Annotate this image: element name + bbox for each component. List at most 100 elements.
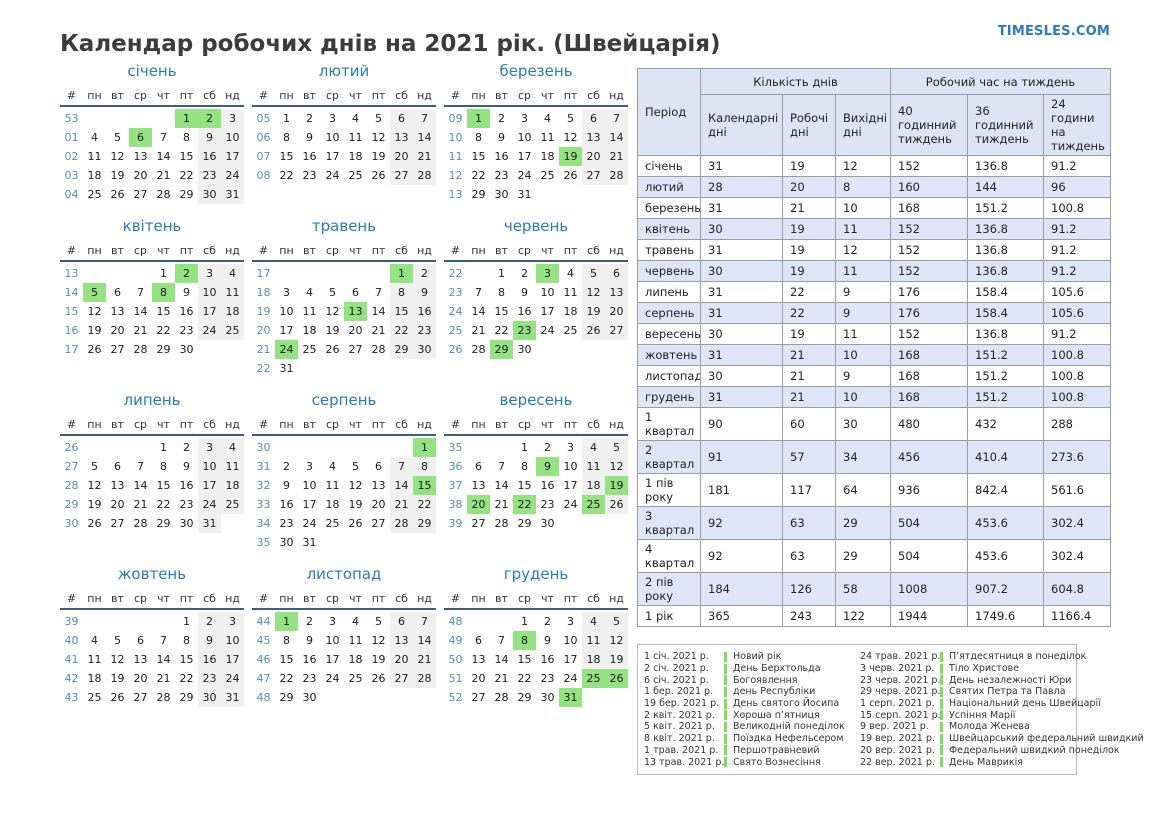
value-cell: 12 [835, 155, 891, 177]
day-cell: 9 [183, 460, 190, 473]
month-week-row: 22 31 [252, 359, 436, 378]
table-row: червень 30 19 11 152 136.8 91.2 [637, 260, 1111, 282]
weekday-header: сб [395, 418, 408, 431]
day-cell: 3 [567, 615, 574, 628]
weekday-header: чт [349, 89, 362, 102]
day-cell: 5 [567, 112, 574, 125]
day-cell: 6 [390, 109, 413, 128]
holidays-column: 24 трав. 2021 р. П’ятдесятниця в понеділо… [860, 651, 1144, 768]
period-cell: вересень [637, 323, 701, 345]
day-cell: 11 [348, 634, 363, 647]
day-cell: 13 [390, 128, 413, 147]
month-week-row: 40 4 5 6 7 8 9 10 [60, 631, 244, 650]
weekday-header: сб [587, 89, 600, 102]
holiday-name: Першотравневий [733, 744, 820, 756]
holiday-marker-icon [724, 675, 727, 686]
month-week-row: 14 5 6 7 8 9 10 11 [60, 283, 244, 302]
week-number: 25 [448, 324, 463, 337]
week-number: 26 [64, 441, 79, 454]
week-number: 38 [448, 498, 463, 511]
weekday-header: ср [517, 418, 532, 431]
value-cell: 453.6 [967, 506, 1044, 540]
day-cell: 22 [517, 672, 532, 685]
month-title: квітень [122, 217, 182, 235]
holiday-date: 1 бер. 2021 р. [644, 686, 714, 698]
day-cell: 15 [413, 476, 436, 495]
value-cell: 91.2 [1043, 218, 1111, 240]
day-cell: 29 [517, 517, 532, 530]
holiday-name: Богоявлення [733, 674, 798, 686]
day-cell: 22 [179, 672, 194, 685]
day-cell: 26 [605, 669, 628, 688]
month-week-row: 33 16 17 18 19 20 21 22 [252, 495, 436, 514]
day-cell: 13 [110, 305, 125, 318]
holiday-marker-icon [940, 710, 943, 721]
day-cell: 11 [325, 479, 340, 492]
col-header-36h-week: 36 годинний тиждень [967, 94, 1044, 156]
day-cell: 1 [175, 109, 198, 128]
day-cell: 3 [306, 460, 313, 473]
day-cell: 29 [179, 188, 194, 201]
weekday-header: # [258, 418, 269, 431]
day-cell: 31 [198, 514, 221, 533]
value-cell: 31 [700, 344, 783, 366]
day-cell: 5 [329, 286, 336, 299]
day-cell: 8 [152, 283, 175, 302]
value-cell: 19 [782, 323, 836, 345]
month-week-row: 18 3 4 5 6 7 8 9 [252, 283, 436, 302]
value-cell: 19 [782, 218, 836, 240]
week-number: 48 [256, 691, 271, 704]
holiday-name: Поїздка Нефельсером [733, 733, 844, 745]
month-week-row: 44 1 2 3 4 5 6 7 [252, 612, 436, 631]
holiday-marker-icon [940, 651, 943, 662]
day-cell: 11 [540, 131, 555, 144]
value-cell: 30 [835, 407, 891, 441]
day-cell: 2 [413, 264, 436, 283]
month-title: вересень [499, 391, 573, 409]
month-week-row: 36 6 7 8 9 10 11 12 [444, 457, 628, 476]
day-cell: 4 [567, 267, 574, 280]
week-number: 41 [64, 653, 79, 666]
day-cell: 25 [582, 495, 605, 514]
day-cell [106, 438, 129, 457]
value-cell: 91.2 [1043, 323, 1111, 345]
day-cell [129, 264, 152, 283]
value-cell: 504 [890, 506, 968, 540]
site-link[interactable]: TIMESLES.COM [997, 24, 1110, 39]
month-week-row: 38 20 21 22 23 24 25 26 [444, 495, 628, 514]
day-cell: 3 [536, 264, 559, 283]
holiday-date: 19 бер. 2021 р. [644, 698, 720, 710]
weekday-header: # [66, 89, 77, 102]
day-cell: 1 [390, 264, 413, 283]
value-cell: 58 [835, 572, 891, 606]
month-week-row: 13 29 30 31 [444, 185, 628, 204]
day-cell: 13 [582, 128, 605, 147]
day-cell: 13 [133, 653, 148, 666]
day-cell [413, 688, 436, 707]
weekday-header: пт [179, 418, 194, 431]
month-week-row: 47 22 23 24 25 26 27 28 [252, 669, 436, 688]
value-cell: 21 [782, 386, 836, 408]
weekday-header: чт [349, 418, 362, 431]
day-cell [298, 438, 321, 457]
day-cell: 3 [221, 109, 244, 128]
weekday-header: сб [203, 244, 216, 257]
month-calendar: листопад # пн вт ср чт пт сб нд 44 1 2 3 4 5 6 7 45 8 9 10 11… [252, 563, 436, 707]
day-cell: 22 [471, 169, 486, 182]
day-cell: 20 [467, 495, 490, 514]
weekday-header: пт [179, 244, 194, 257]
month-calendar: жовтень # пн вт ср чт пт сб нд 39 1 2 3 40 4 5 6 7 8 9 10 41 1… [60, 563, 244, 707]
weekday-header: пт [371, 418, 386, 431]
holiday-date: 3 черв. 2021 р. [860, 663, 935, 675]
holiday-marker-icon [940, 745, 943, 756]
day-cell: 9 [283, 479, 290, 492]
day-cell: 23 [179, 498, 194, 511]
day-cell: 23 [179, 324, 194, 337]
day-cell: 20 [390, 650, 413, 669]
month-week-row: 22 1 2 3 4 5 6 [444, 264, 628, 283]
month-week-row: 32 9 10 11 12 13 14 15 [252, 476, 436, 495]
value-cell: 34 [835, 440, 891, 474]
week-number: 39 [448, 517, 463, 530]
day-cell: 28 [156, 188, 171, 201]
day-cell [344, 438, 367, 457]
